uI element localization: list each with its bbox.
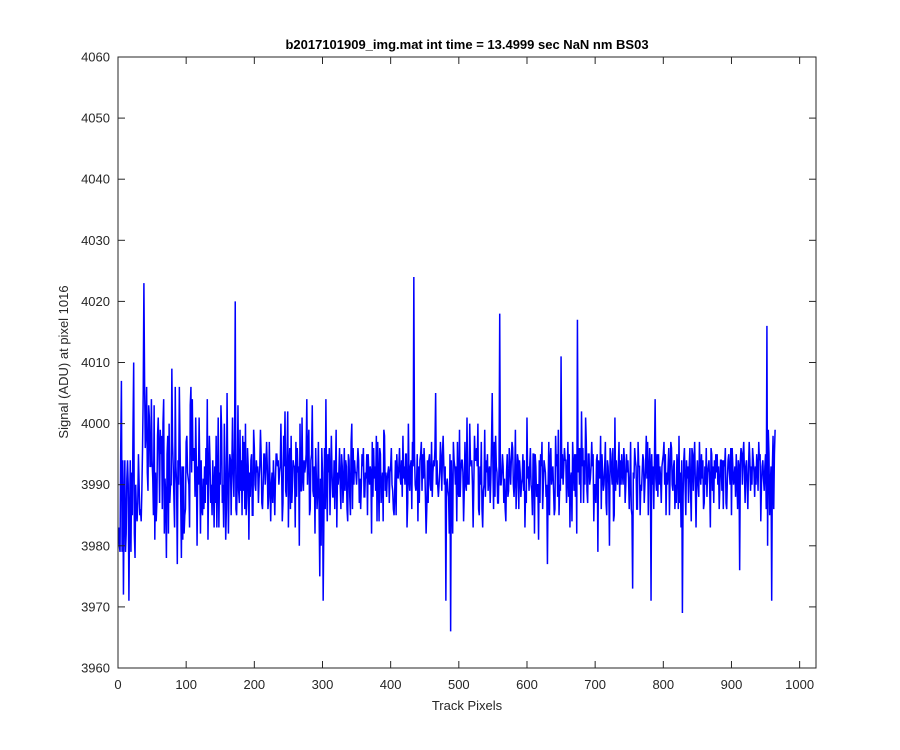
x-tick-label: 300	[312, 677, 334, 692]
x-tick-label: 700	[584, 677, 606, 692]
plot-box	[117, 56, 817, 669]
x-tick-label: 600	[516, 677, 538, 692]
y-tick-label: 3970	[81, 599, 110, 614]
y-tick-label: 3990	[81, 477, 110, 492]
x-tick-label: 800	[652, 677, 674, 692]
y-tick-label: 4040	[81, 172, 110, 187]
x-axis-label: Track Pixels	[432, 698, 503, 713]
y-axis-label: Signal (ADU) at pixel 1016	[56, 285, 71, 438]
y-tick-label: 3960	[81, 661, 110, 676]
series-layer	[117, 276, 776, 632]
chart-title: b2017101909_img.mat int time = 13.4999 s…	[285, 37, 648, 52]
y-tick-label: 4020	[81, 294, 110, 309]
x-tick-label: 200	[243, 677, 265, 692]
y-tick-label: 4000	[81, 416, 110, 431]
series-line	[117, 276, 776, 632]
x-tick-label: 100	[175, 677, 197, 692]
x-tick-label: 0	[114, 677, 121, 692]
y-tick-label: 4060	[81, 50, 110, 65]
plot-area	[118, 57, 816, 668]
x-axis-ticks: 0 100 200 300 400 500 600 700 800 900 1000	[114, 57, 814, 692]
y-tick-label: 4030	[81, 233, 110, 248]
x-tick-label: 400	[380, 677, 402, 692]
x-tick-label: 900	[721, 677, 743, 692]
y-tick-label: 3980	[81, 538, 110, 553]
y-tick-label: 4010	[81, 355, 110, 370]
x-tick-label: 500	[448, 677, 470, 692]
y-tick-label: 4050	[81, 111, 110, 126]
y-axis-ticks: 3960 3970 3980 3990 4000 4010 4020 4030 4040 4050…	[81, 50, 816, 676]
x-tick-label: 1000	[785, 677, 814, 692]
